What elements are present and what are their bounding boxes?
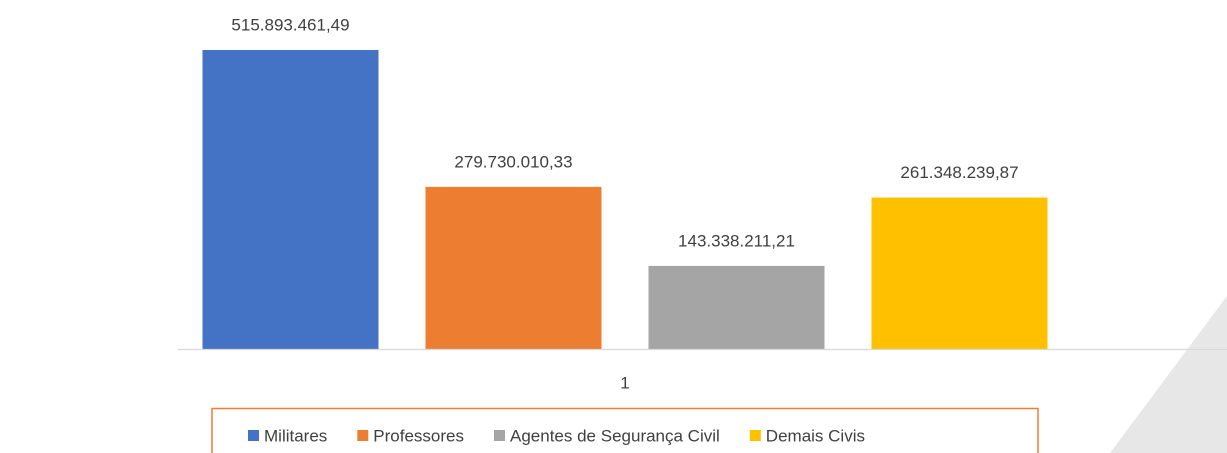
decoration [1110,296,1227,453]
x-tick-label: 1 [620,373,629,392]
bar [648,265,825,349]
legend-box [211,407,1039,453]
bar [202,50,379,350]
legend-label: Agentes de Segurança Civil [510,426,720,445]
legend-label: Militares [264,426,327,445]
legend-swatch [357,430,369,441]
data-label: 143.338.211,21 [678,231,795,250]
data-label: 515.893.461,49 [231,16,349,35]
data-label: 279.730.010,33 [454,152,572,171]
bar [425,186,602,349]
bar [871,197,1048,349]
legend-swatch [494,430,505,441]
legend-swatch [749,430,761,441]
data-label: 261.348.239,87 [900,163,1018,182]
legend-label: Professores [373,426,464,445]
legend-label: Demais Civis [766,426,865,445]
legend-swatch [248,430,259,441]
